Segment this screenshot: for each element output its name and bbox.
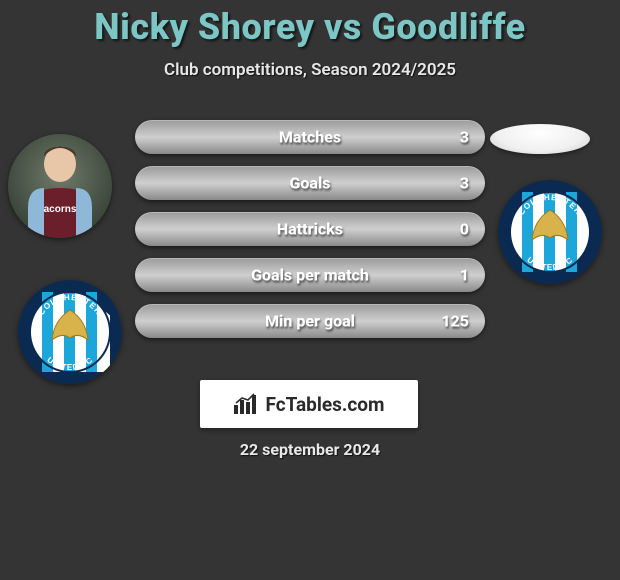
stat-label: Goals per match <box>251 266 369 285</box>
svg-text:acorns: acorns <box>44 204 77 215</box>
stat-bar-matches: Matches 3 <box>135 120 485 154</box>
club-badge-right: COLCHESTER UNITED FC <box>498 180 602 284</box>
stat-label: Min per goal <box>265 312 355 331</box>
bar-chart-icon <box>233 393 259 415</box>
date: 22 september 2024 <box>0 440 620 459</box>
stat-value-right: 1 <box>460 266 469 285</box>
page-title: Nicky Shorey vs Goodliffe <box>0 0 620 48</box>
stat-value-right: 0 <box>460 220 469 239</box>
stat-bar-goals: Goals 3 <box>135 166 485 200</box>
stat-label: Hattricks <box>277 220 343 239</box>
player-right-oval <box>490 124 590 154</box>
club-badge-svg: COLCHESTER UNITED FC <box>18 280 122 384</box>
player-left-photo: acorns <box>8 134 112 238</box>
stat-label: Goals <box>290 174 331 193</box>
stat-bar-gpm: Goals per match 1 <box>135 258 485 292</box>
stat-value-right: 3 <box>460 128 469 147</box>
stat-label: Matches <box>279 128 341 147</box>
stat-bar-mpg: Min per goal 125 <box>135 304 485 338</box>
club-badge-svg: COLCHESTER UNITED FC <box>498 180 602 284</box>
club-badge-left: COLCHESTER UNITED FC <box>18 280 122 384</box>
branding-box: FcTables.com <box>200 380 418 428</box>
player-photo-svg: acorns <box>8 134 112 238</box>
stat-value-right: 3 <box>460 174 469 193</box>
stats-container: Matches 3 Goals 3 Hattricks 0 Goals per … <box>135 120 485 350</box>
stat-bar-hattricks: Hattricks 0 <box>135 212 485 246</box>
branding-text: FcTables.com <box>265 393 384 416</box>
subtitle: Club competitions, Season 2024/2025 <box>0 60 620 80</box>
stat-value-right: 125 <box>441 312 469 331</box>
